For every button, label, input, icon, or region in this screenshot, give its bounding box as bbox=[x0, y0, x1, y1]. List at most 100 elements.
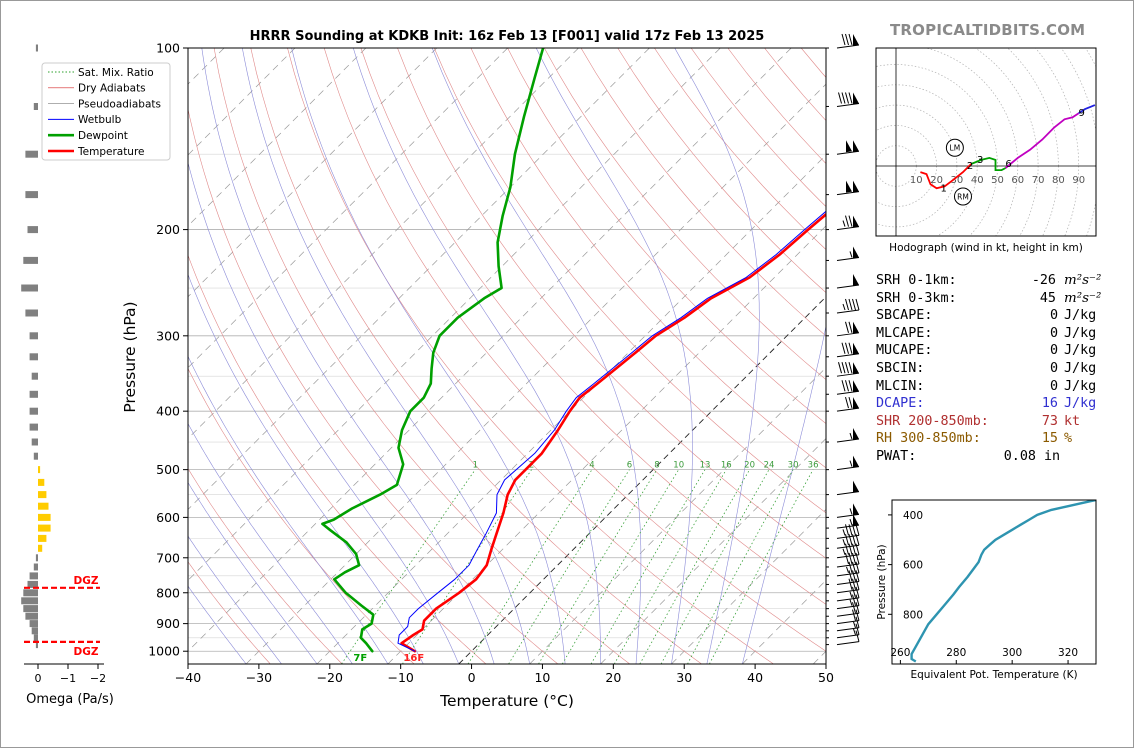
stat-unit: kt bbox=[1064, 413, 1081, 429]
wind-barb bbox=[826, 586, 860, 602]
x-tick-label: −40 bbox=[175, 670, 201, 685]
isotherm-line bbox=[188, 48, 792, 652]
omega-bar bbox=[38, 466, 41, 474]
pseudoadiabat bbox=[188, 355, 389, 664]
barb-half bbox=[842, 548, 846, 555]
stat-label: MUCAPE: bbox=[876, 343, 933, 359]
barb-full bbox=[848, 298, 853, 311]
barb-half bbox=[846, 566, 849, 574]
hodograph-ring-label: 30 bbox=[951, 175, 964, 186]
hodograph-ring-label: 40 bbox=[971, 175, 984, 186]
theta-e-y-tick-label: 400 bbox=[903, 510, 923, 522]
skew-t-axes: 7F 16F −40 −30 −20 −10 0 10 20 30 40 50 100 200 300 400… bbox=[148, 41, 834, 686]
barb-staff bbox=[836, 572, 860, 577]
stat-label: SBCIN: bbox=[876, 360, 925, 376]
mixing-ratio-label: 30 bbox=[788, 461, 799, 471]
barb-full bbox=[855, 578, 860, 590]
x-tick-label: 0 bbox=[468, 670, 476, 685]
barb-full bbox=[855, 586, 860, 598]
barb-full bbox=[845, 552, 849, 565]
stat-value: 73 bbox=[1041, 413, 1058, 429]
barb-staff bbox=[836, 620, 860, 625]
mixing-ratio-line bbox=[538, 469, 658, 664]
barb-full bbox=[841, 362, 846, 374]
hodograph-height-label: 9 bbox=[1079, 108, 1085, 119]
mixing-ratio-line bbox=[687, 469, 794, 664]
barb-full bbox=[855, 298, 860, 311]
wind-barb bbox=[826, 92, 860, 107]
isotherm-line bbox=[0, 48, 11, 664]
dgz-label: DGZ bbox=[74, 575, 99, 587]
barb-full bbox=[848, 362, 853, 374]
hodograph-ring-label: 90 bbox=[1072, 175, 1085, 186]
y-tick-label: 1000 bbox=[148, 644, 180, 659]
barb-pennant bbox=[853, 514, 859, 527]
pseudoadiabat bbox=[353, 48, 601, 664]
isotherm-line bbox=[600, 438, 826, 664]
barb-full bbox=[852, 570, 856, 582]
hodograph-height-label: 1 bbox=[940, 183, 946, 194]
barb-half bbox=[842, 529, 846, 536]
stat-label: SHR 200-850mb: bbox=[876, 413, 989, 429]
series-temperature bbox=[400, 212, 826, 653]
omega-bar bbox=[38, 502, 49, 510]
hodograph-height-label: 2 bbox=[967, 161, 973, 172]
mixing-ratio-label: 20 bbox=[744, 461, 755, 471]
wind-barb bbox=[826, 480, 860, 496]
pseudoadiabat bbox=[188, 481, 318, 664]
barb-staff bbox=[836, 627, 860, 632]
hodograph-ring-label: 80 bbox=[1052, 175, 1065, 186]
barb-full bbox=[855, 552, 860, 565]
x-tick-label: 20 bbox=[605, 670, 621, 685]
stat-unit: m²s⁻² bbox=[1064, 273, 1102, 288]
wind-barb bbox=[826, 609, 860, 625]
dry-adiabat bbox=[188, 254, 487, 664]
barb-pennant bbox=[853, 321, 859, 334]
dry-adiabat bbox=[580, 48, 826, 337]
barb-staff bbox=[836, 309, 860, 314]
skew-t-profiles bbox=[321, 48, 826, 653]
stat-value: 0 bbox=[1049, 360, 1058, 376]
barb-full bbox=[852, 594, 856, 606]
stat-label: SRH 0-3km: bbox=[876, 290, 957, 306]
wind-barb bbox=[826, 543, 860, 559]
omega-bar bbox=[33, 563, 38, 571]
wind-barb bbox=[826, 630, 860, 646]
barb-half bbox=[849, 508, 853, 515]
omega-bar bbox=[25, 150, 38, 158]
stat-unit: J/kg bbox=[1064, 343, 1097, 359]
dry-adiabat bbox=[287, 48, 774, 664]
barb-pennant bbox=[853, 397, 859, 410]
barb-full bbox=[845, 298, 849, 311]
wind-barb bbox=[826, 514, 860, 529]
barb-full bbox=[855, 623, 860, 635]
isotherm-line bbox=[188, 48, 296, 156]
y-tick-label: 800 bbox=[156, 585, 180, 600]
pseudoadiabat bbox=[291, 48, 566, 664]
stat-label: PWAT: bbox=[876, 448, 917, 464]
barb-pennant bbox=[853, 480, 859, 493]
omega-bar bbox=[25, 309, 38, 317]
legend-label: Temperature bbox=[77, 146, 145, 158]
isotherm-line bbox=[529, 367, 826, 664]
barb-pennant bbox=[853, 246, 859, 259]
pseudoadiabat bbox=[674, 48, 760, 664]
omega-bar bbox=[23, 589, 38, 597]
barb-half bbox=[842, 220, 846, 227]
barb-pennant bbox=[853, 34, 859, 46]
surface-dewpoint-label: 7F bbox=[353, 653, 367, 664]
barb-full bbox=[855, 561, 860, 573]
hodograph-height-label: 6 bbox=[1005, 159, 1011, 170]
barb-staff bbox=[836, 605, 860, 610]
mixing-ratio-line bbox=[613, 469, 727, 664]
wind-barbs bbox=[825, 33, 860, 664]
dry-adiabat bbox=[544, 48, 826, 380]
theta-e-x-label: Equivalent Pot. Temperature (K) bbox=[910, 669, 1077, 681]
barb-full bbox=[855, 594, 860, 606]
omega-bar bbox=[38, 544, 43, 552]
barb-staff bbox=[836, 554, 860, 559]
omega-bar bbox=[38, 478, 45, 486]
wind-barb bbox=[826, 342, 860, 358]
mixing-ratio-line bbox=[561, 469, 680, 664]
stat-unit: in bbox=[1044, 448, 1061, 464]
